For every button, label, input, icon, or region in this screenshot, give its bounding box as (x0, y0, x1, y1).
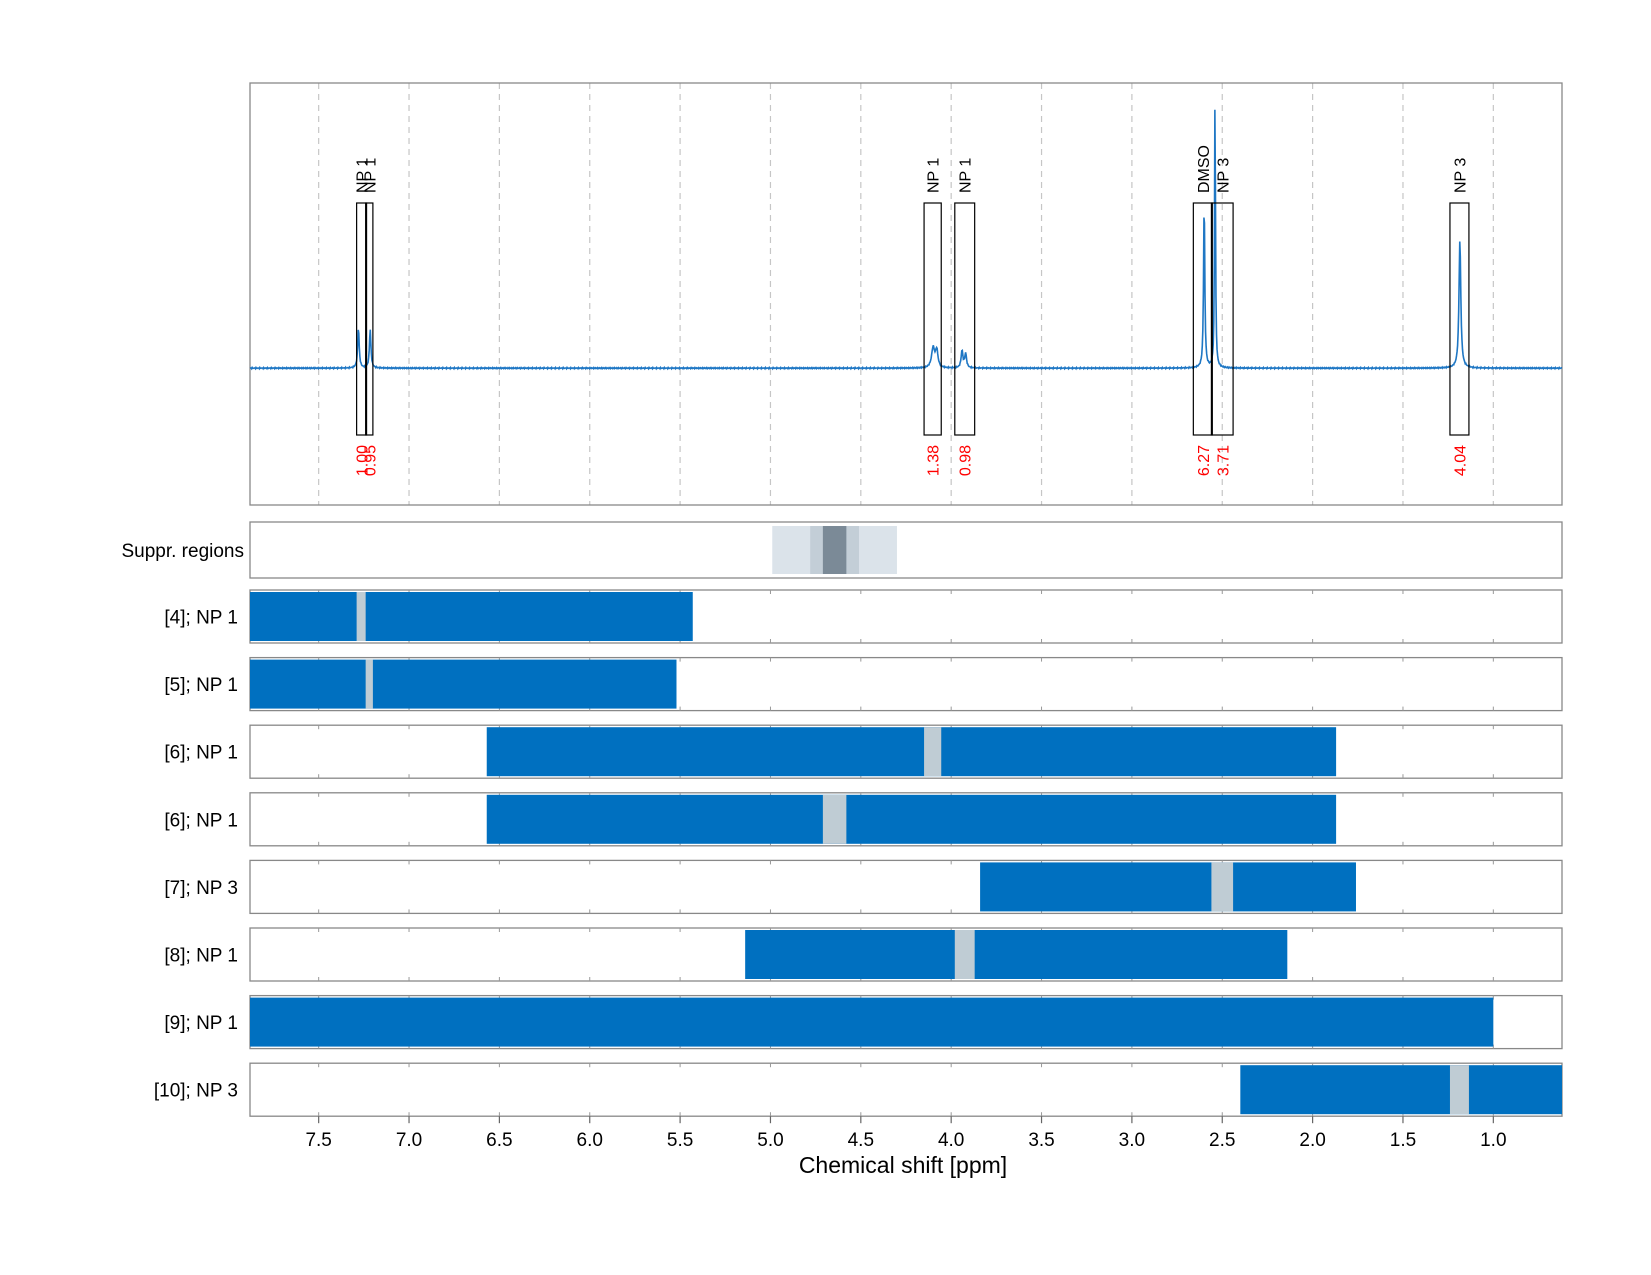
region-bar (250, 659, 677, 709)
region-bar (980, 862, 1356, 912)
region-bar (250, 592, 693, 641)
box-label: NP 3 (1215, 158, 1232, 193)
box-label: NP 1 (958, 158, 975, 193)
region-row: [7]; NP 3 (164, 859, 1563, 915)
region-bar (486, 727, 1337, 777)
x-tick-label: 1.5 (1390, 1130, 1416, 1151)
integration-box (923, 202, 942, 436)
x-tick-label: 7.0 (396, 1130, 422, 1151)
region-row: [8]; NP 1 (164, 927, 1563, 982)
region-row: [5]; NP 1 (164, 656, 1563, 712)
region-rows: [4]; NP 1 [5]; NP 1 [6]; NP 1 [6]; NP 1 [7];… (154, 589, 1563, 1117)
spectrum-trace (249, 109, 1563, 371)
suppressed-region (822, 526, 847, 574)
region-row: [10]; NP 3 (154, 1062, 1563, 1117)
x-tick-label: 3.5 (1028, 1130, 1054, 1151)
suppression-label: Suppr. regions (121, 541, 244, 562)
integral-value: 0.98 (958, 445, 975, 476)
x-tick-label: 4.5 (848, 1130, 874, 1151)
box-label: NP 3 (1452, 158, 1469, 193)
region-row: [6]; NP 1 (164, 724, 1563, 779)
row-label: [5]; NP 1 (164, 675, 238, 696)
suppression-frame (249, 521, 1563, 579)
x-tick-label: 1.0 (1480, 1130, 1506, 1151)
box-label: DMSO (1196, 145, 1213, 193)
region-row: [4]; NP 1 (164, 589, 1563, 644)
region-gap (356, 592, 366, 641)
region-gap (822, 794, 847, 844)
x-tick-label: 6.5 (486, 1130, 512, 1151)
row-label: [10]; NP 3 (154, 1081, 238, 1102)
integration-box (1210, 202, 1234, 436)
region-bar (486, 794, 1337, 844)
integral-value: 1.38 (926, 445, 943, 476)
row-frame (249, 859, 1563, 915)
x-tick-label: 2.5 (1209, 1130, 1235, 1151)
region-row: [6]; NP 1 (164, 792, 1563, 847)
row-label: [6]; NP 1 (164, 743, 238, 764)
x-tick-label: 5.5 (667, 1130, 693, 1151)
x-tick-label: 3.0 (1119, 1130, 1145, 1151)
row-label: [4]; NP 1 (164, 608, 238, 629)
integral-value: 6.27 (1196, 445, 1213, 476)
x-tick-label: 6.0 (577, 1130, 603, 1151)
integral-value: 3.71 (1215, 445, 1232, 476)
suppression-panel: Suppr. regions (121, 521, 1563, 579)
integration-box (356, 202, 368, 436)
region-bar (1240, 1065, 1562, 1115)
row-label: [7]; NP 3 (164, 878, 238, 899)
region-gap (365, 659, 373, 709)
integral-value: 4.04 (1452, 445, 1469, 476)
region-gap (1211, 862, 1234, 912)
region-bar (745, 930, 1288, 979)
x-axis: 7.5 7.0 6.5 6.0 5.5 5.0 4.5 4.0 3.5 3.0 2.5 2.0 1.5 1… (305, 1116, 1507, 1151)
integration-box (365, 202, 374, 436)
x-tick-label: 2.0 (1299, 1130, 1325, 1151)
box-label: NP 1 (926, 158, 943, 193)
spectrum-frame (249, 82, 1563, 506)
x-axis-label: Chemical shift [ppm] (799, 1152, 1007, 1178)
region-row: [9]; NP 1 (164, 994, 1563, 1050)
region-gap (924, 727, 942, 777)
integration-box (1192, 202, 1213, 436)
row-label: [8]; NP 1 (164, 946, 238, 967)
integration-box (1449, 202, 1470, 436)
box-label: NP 1 (355, 158, 372, 193)
integral-value: 1.00 (355, 445, 372, 476)
integration-box (954, 202, 976, 436)
box-label: NP 1 (362, 158, 379, 193)
x-tick-label: 7.5 (305, 1130, 331, 1151)
region-gap (954, 930, 975, 979)
spectrum-panel: NP 1 1.00 NP 1 0.95 NP 1 1.38 NP 1 0.98 DMSO 6.27… (249, 82, 1563, 506)
row-label: [9]; NP 1 (164, 1013, 238, 1034)
region-bar (250, 997, 1494, 1047)
x-tick-label: 5.0 (757, 1130, 783, 1151)
x-tick-label: 4.0 (938, 1130, 964, 1151)
region-gap (1449, 1065, 1469, 1115)
row-label: [6]; NP 1 (164, 810, 238, 831)
integral-value: 0.95 (362, 445, 379, 476)
